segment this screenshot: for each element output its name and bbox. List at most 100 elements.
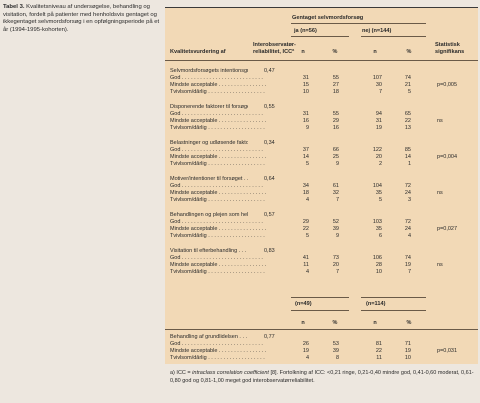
- no-n: 2: [378, 161, 382, 167]
- table-row: Tvivlsom/dårlig . . . . . . . . . . . . …: [165, 89, 478, 96]
- icc-value: 0,34: [264, 140, 275, 146]
- footnote-marker: a): [170, 370, 175, 376]
- section: Disponerende faktorer til forsøget . . .…: [165, 104, 478, 140]
- yes-pct: 27: [332, 82, 339, 88]
- table-row: God . . . . . . . . . . . . . . . . . . …: [165, 147, 478, 154]
- yes-rule: [291, 36, 349, 37]
- caption-text: Kvalitetsniveau af undersøgelse, behandl…: [3, 4, 160, 33]
- sub-no-pct-header: %: [406, 320, 412, 326]
- no-pct: 71: [404, 341, 411, 347]
- significance: ns: [437, 118, 443, 124]
- yes-n: 5: [305, 161, 309, 167]
- no-n: 31: [375, 118, 382, 124]
- no-n: 20: [375, 154, 382, 160]
- yes-n: 4: [305, 355, 309, 361]
- section-title: Disponerende faktorer til forsøget . . .…: [170, 104, 248, 110]
- group-rule: [291, 23, 426, 24]
- sub-yes-n-header: n: [301, 320, 305, 326]
- data-table: Gentaget selvmordsforsøg ja (n=56) nej (…: [165, 7, 478, 364]
- no-pct: 74: [404, 75, 411, 81]
- no-pct: 3: [407, 197, 411, 203]
- no-pct: 19: [404, 348, 411, 354]
- reliability-header-line2: reliabilitet, ICCª: [253, 49, 295, 55]
- table-row: God . . . . . . . . . . . . . . . . . . …: [165, 111, 478, 118]
- no-n-header: n: [373, 49, 377, 55]
- footnote-icc-term: intraclass correlation coefficient: [192, 370, 269, 376]
- no-column-label: nej (n=144): [362, 28, 392, 34]
- no-pct: 7: [407, 269, 411, 275]
- row-label: God . . . . . . . . . . . . . . . . . . …: [170, 219, 263, 225]
- reliability-header-line1: Interobservatør-: [253, 42, 296, 48]
- yes-n: 29: [302, 219, 309, 225]
- no-n: 28: [375, 262, 382, 268]
- no-pct: 24: [404, 226, 411, 232]
- yes-n: 26: [302, 341, 309, 347]
- table-row: God . . . . . . . . . . . . . . . . . . …: [165, 183, 478, 190]
- table-row: Mindste acceptable . . . . . . . . . . .…: [165, 82, 478, 89]
- no-n: 94: [375, 111, 382, 117]
- no-pct: 74: [404, 255, 411, 261]
- quality-column-header: Kvalitetsvurdering af: [170, 49, 226, 55]
- icc-value: 0,47: [264, 68, 275, 74]
- row-label: Mindste acceptable . . . . . . . . . . .…: [170, 348, 267, 354]
- no-n: 30: [375, 82, 382, 88]
- subheader-bottom-rule: [165, 329, 478, 330]
- table-row: God . . . . . . . . . . . . . . . . . . …: [165, 341, 478, 348]
- sub-yes-label: (n=49): [295, 301, 312, 307]
- icc-value: 0,55: [264, 104, 275, 110]
- section-title: Behandling af grundlidelsen . . . . . . …: [170, 334, 248, 340]
- stat-header-line1: Statistisk: [435, 42, 460, 48]
- table-row: Tvivlsom/dårlig . . . . . . . . . . . . …: [165, 355, 478, 362]
- section-title: Belastninger og udløsende faktorer . . .…: [170, 140, 248, 146]
- no-pct: 10: [404, 355, 411, 361]
- no-pct-header: %: [406, 49, 412, 55]
- row-label: Mindste acceptable . . . . . . . . . . .…: [170, 118, 267, 124]
- yes-pct: 39: [332, 226, 339, 232]
- yes-pct: 16: [332, 125, 339, 131]
- yes-pct: 29: [332, 118, 339, 124]
- table-row: Mindste acceptable . . . . . . . . . . .…: [165, 262, 478, 269]
- no-rule: [361, 36, 426, 37]
- table-row: Mindste acceptable . . . . . . . . . . .…: [165, 226, 478, 233]
- no-pct: 4: [407, 233, 411, 239]
- yes-n: 9: [305, 125, 309, 131]
- no-pct: 14: [404, 154, 411, 160]
- table-row: God . . . . . . . . . . . . . . . . . . …: [165, 75, 478, 82]
- no-pct: 22: [404, 118, 411, 124]
- yes-pct: 52: [332, 219, 339, 225]
- no-n: 10: [375, 269, 382, 275]
- subheader-mid-rule-no: [361, 310, 426, 311]
- no-pct: 1: [407, 161, 411, 167]
- yes-n-header: n: [301, 49, 305, 55]
- no-n: 104: [372, 183, 382, 189]
- yes-n: 31: [302, 111, 309, 117]
- significance: p=0,031: [437, 348, 458, 354]
- yes-pct: 20: [332, 262, 339, 268]
- no-pct: 13: [404, 125, 411, 131]
- row-label: God . . . . . . . . . . . . . . . . . . …: [170, 147, 263, 153]
- yes-pct: 73: [332, 255, 339, 261]
- subheader-mid-rule-yes: [291, 310, 349, 311]
- yes-n: 37: [302, 147, 309, 153]
- yes-n: 31: [302, 75, 309, 81]
- row-label: Mindste acceptable . . . . . . . . . . .…: [170, 82, 267, 88]
- yes-n: 18: [302, 190, 309, 196]
- section-title: Motiver/intentioner til forsøget . . . .…: [170, 176, 248, 182]
- table-row: Mindste acceptable . . . . . . . . . . .…: [165, 348, 478, 355]
- no-n: 81: [375, 341, 382, 347]
- row-label: God . . . . . . . . . . . . . . . . . . …: [170, 111, 263, 117]
- section: Belastninger og udløsende faktorer . . .…: [165, 140, 478, 176]
- significance: p=0,005: [437, 82, 458, 88]
- table-row: Tvivlsom/dårlig . . . . . . . . . . . . …: [165, 269, 478, 276]
- yes-pct: 9: [335, 161, 339, 167]
- no-pct: 21: [404, 82, 411, 88]
- significance: ns: [437, 190, 443, 196]
- yes-pct: 61: [332, 183, 339, 189]
- no-n: 106: [372, 255, 382, 261]
- yes-pct: 32: [332, 190, 339, 196]
- no-n: 5: [378, 197, 382, 203]
- yes-n: 16: [302, 118, 309, 124]
- yes-column-label: ja (n=56): [294, 28, 317, 34]
- row-label: Tvivlsom/dårlig . . . . . . . . . . . . …: [170, 269, 265, 275]
- caption-label: Tabel 3.: [3, 4, 25, 10]
